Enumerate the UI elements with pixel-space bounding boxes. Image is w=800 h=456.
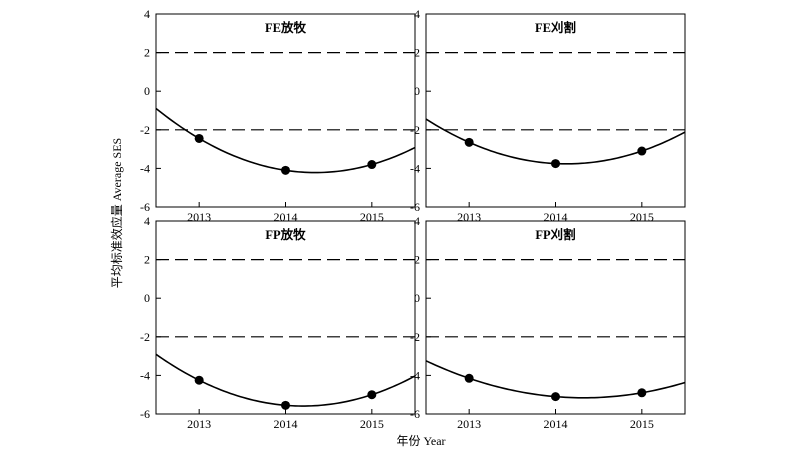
fe-grazing-y-tick-label: 2 [144, 46, 150, 60]
fp-mowing-panel: 4 2 0 -2 -4 -6 2013 2014 2015 FP刈割 [410, 214, 686, 431]
fe-mowing-x-tick-label: 2014 [544, 210, 568, 224]
fp-grazing-panel-title: FP放牧 [265, 227, 306, 242]
fe-grazing-x-tick-label: 2015 [360, 210, 384, 224]
fe-grazing-frame [155, 13, 416, 208]
fp-grazing-y-tick-label: -2 [140, 330, 150, 344]
y-axis-title: 平均标准效应量 Average SES [109, 138, 124, 288]
fe-grazing-y-tick-label: -6 [140, 200, 150, 214]
fe-grazing-y-tick-label: 0 [144, 84, 150, 98]
fp-grazing-y-tick-label: -4 [140, 368, 150, 382]
fp-mowing-y-tick-label: 2 [414, 253, 420, 267]
fe-mowing-panel-title: FE刈割 [535, 20, 576, 35]
fp-mowing-y-tick-label: -6 [410, 407, 420, 421]
fe-grazing-y-tick-label: -4 [140, 161, 150, 175]
fp-grazing-y-tick-label: 2 [144, 253, 150, 267]
fp-mowing-frame [425, 220, 686, 415]
fe-grazing-panel-title: FE放牧 [265, 20, 306, 35]
fp-grazing-y-tick-label: -6 [140, 407, 150, 421]
x-axis-title: 年份 Year [396, 434, 445, 448]
fp-mowing-y-tick-label: -2 [410, 330, 420, 344]
fe-mowing-panel: 4 2 0 -2 -4 -6 2013 2014 2015 FE刈割 [410, 7, 686, 224]
fe-mowing-y-tick-label: 0 [414, 84, 420, 98]
fp-grazing-data-point [367, 390, 377, 400]
fp-mowing-y-tick-label: 0 [414, 291, 420, 305]
fp-grazing-x-tick-label: 2015 [360, 417, 384, 431]
fe-mowing-y-tick-label: 4 [414, 7, 420, 21]
fe-mowing-y-tick-label: 2 [414, 46, 420, 60]
fp-mowing-y-tick-label: -4 [410, 368, 420, 382]
fp-grazing-panel: 4 2 0 -2 -4 -6 2013 2014 2015 FP放牧 [140, 214, 416, 431]
fp-grazing-x-tick-label: 2013 [187, 417, 211, 431]
fp-mowing-y-tick-label: 4 [414, 214, 420, 228]
fe-grazing-data-point [194, 133, 204, 143]
fe-mowing-data-point [637, 146, 647, 156]
fe-grazing-x-tick-label: 2014 [274, 210, 298, 224]
fp-grazing-y-tick-label: 0 [144, 291, 150, 305]
fp-mowing-data-point [637, 388, 647, 398]
fe-mowing-data-point [551, 159, 560, 169]
fe-mowing-x-tick-label: 2013 [457, 210, 481, 224]
fe-mowing-y-tick-label: -4 [410, 161, 420, 175]
fp-grazing-data-point [281, 400, 290, 410]
fe-grazing-y-tick-label: -2 [140, 123, 150, 137]
fp-mowing-data-point [464, 373, 474, 383]
fe-mowing-frame [425, 13, 686, 208]
fe-mowing-x-tick-label: 2015 [630, 210, 654, 224]
fe-grazing-y-tick-label: 4 [144, 7, 150, 21]
fe-mowing-data-point [464, 137, 474, 147]
fp-mowing-panel-title: FP刈割 [535, 227, 575, 242]
fp-grazing-y-tick-label: 4 [144, 214, 150, 228]
fp-grazing-data-point [194, 375, 204, 385]
fe-grazing-x-tick-label: 2013 [187, 210, 211, 224]
fp-mowing-x-tick-label: 2015 [630, 417, 654, 431]
fe-mowing-y-tick-label: -2 [410, 123, 420, 137]
fp-mowing-x-tick-label: 2014 [544, 417, 568, 431]
fp-grazing-x-tick-label: 2014 [274, 417, 298, 431]
fe-grazing-data-point [281, 165, 290, 175]
fe-grazing-panel: 4 2 0 -2 -4 -6 2013 2014 2015 FE放牧 [140, 7, 416, 224]
fp-mowing-x-tick-label: 2013 [457, 417, 481, 431]
fp-mowing-data-point [551, 392, 560, 402]
fe-grazing-fit-curve [156, 107, 415, 174]
fp-grazing-frame [155, 220, 416, 415]
fe-grazing-data-point [367, 160, 377, 170]
fe-mowing-y-tick-label: -6 [410, 200, 420, 214]
